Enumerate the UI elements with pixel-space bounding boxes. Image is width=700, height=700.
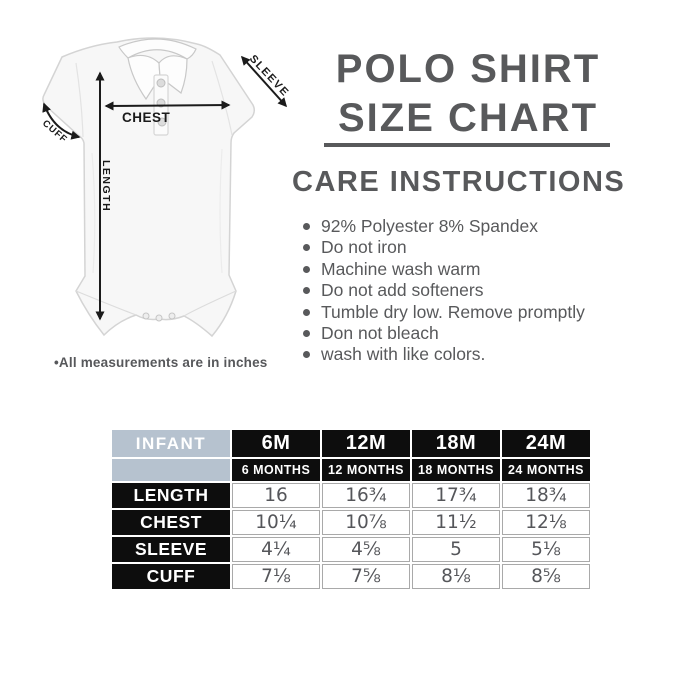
value-cell: 12⅛ xyxy=(502,510,590,535)
size-code-cell: 24M xyxy=(502,430,590,457)
cuff-arrow xyxy=(42,102,81,140)
value-cell: 7⅝ xyxy=(322,564,410,589)
care-item: Tumble dry low. Remove promptly xyxy=(302,302,585,323)
row-label-cell: CUFF xyxy=(112,564,230,589)
bodysuit-shape xyxy=(42,37,256,338)
bullet-icon xyxy=(303,244,310,252)
group-header-cell: INFANT xyxy=(112,430,230,457)
value-cell: 18¾ xyxy=(502,483,590,508)
value-cell: 5⅛ xyxy=(502,537,590,562)
chest-measure-label: CHEST xyxy=(122,110,171,125)
row-label-cell: SLEEVE xyxy=(112,537,230,562)
care-item-text: wash with like colors. xyxy=(321,344,486,365)
title-underline xyxy=(324,143,610,147)
value-cell: 4¼ xyxy=(232,537,320,562)
snap-button xyxy=(155,314,163,322)
size-code-cell: 12M xyxy=(322,430,410,457)
care-item: Machine wash warm xyxy=(302,259,585,280)
page-title-line2: SIZE CHART xyxy=(338,96,598,140)
measurement-arrows xyxy=(42,55,288,321)
size-code-cell: 18M xyxy=(412,430,500,457)
table-row-sleeve: SLEEVE 4¼ 4⅝ 5 5⅛ xyxy=(112,537,590,562)
table-row-size-months: 6 MONTHS 12 MONTHS 18 MONTHS 24 MONTHS xyxy=(112,459,590,481)
value-cell: 10¼ xyxy=(232,510,320,535)
placket-button xyxy=(157,117,167,127)
table-row-length: LENGTH 16 16¾ 17¾ 18¾ xyxy=(112,483,590,508)
value-cell: 11½ xyxy=(412,510,500,535)
care-item-text: Do not add softeners xyxy=(321,280,484,301)
table-row-chest: CHEST 10¼ 10⅞ 11½ 12⅛ xyxy=(112,510,590,535)
bullet-icon xyxy=(303,351,310,359)
table-row-cuff: CUFF 7⅛ 7⅝ 8⅛ 8⅝ xyxy=(112,564,590,589)
value-cell: 4⅝ xyxy=(322,537,410,562)
chest-arrow xyxy=(104,100,231,111)
care-item: 92% Polyester 8% Spandex xyxy=(302,216,585,237)
care-instructions-list: 92% Polyester 8% Spandex Do not iron Mac… xyxy=(302,216,585,366)
bullet-icon xyxy=(303,330,310,338)
care-item-text: Do not iron xyxy=(321,237,407,258)
bullet-icon xyxy=(303,287,310,295)
care-item-text: Don not bleach xyxy=(321,323,439,344)
row-label-cell: CHEST xyxy=(112,510,230,535)
group-header-spacer xyxy=(112,459,230,481)
care-item-text: Tumble dry low. Remove promptly xyxy=(321,301,585,322)
value-cell: 8⅛ xyxy=(412,564,500,589)
size-months-cell: 18 MONTHS xyxy=(412,459,500,481)
size-table: INFANT 6M 12M 18M 24M 6 MONTHS 12 MONTHS… xyxy=(110,428,592,591)
value-cell: 16¾ xyxy=(322,483,410,508)
polo-bodysuit-illustration: CHEST LENGTH SLEEVE CUFF xyxy=(40,37,292,338)
care-instructions-heading: CARE INSTRUCTIONS xyxy=(292,166,626,198)
value-cell: 7⅛ xyxy=(232,564,320,589)
size-code-cell: 6M xyxy=(232,430,320,457)
length-measure-label: LENGTH xyxy=(100,160,112,212)
value-cell: 8⅝ xyxy=(502,564,590,589)
snap-button xyxy=(142,312,150,320)
value-cell: 16 xyxy=(232,483,320,508)
size-months-cell: 6 MONTHS xyxy=(232,459,320,481)
page-title: POLO SHIRT SIZE CHART xyxy=(323,45,613,143)
care-item-text: Machine wash warm xyxy=(321,258,481,279)
care-item: Don not bleach xyxy=(302,323,585,344)
care-item: wash with like colors. xyxy=(302,344,585,365)
placket-button xyxy=(156,78,166,88)
page-title-line1: POLO SHIRT xyxy=(335,47,601,91)
sleeve-arrow xyxy=(240,55,288,108)
value-cell: 17¾ xyxy=(412,483,500,508)
care-item-text: 92% Polyester 8% Spandex xyxy=(321,216,538,236)
size-months-cell: 24 MONTHS xyxy=(502,459,590,481)
bullet-icon xyxy=(303,308,310,316)
table-row-size-codes: INFANT 6M 12M 18M 24M xyxy=(112,430,590,457)
row-label-cell: LENGTH xyxy=(112,483,230,508)
value-cell: 10⅞ xyxy=(322,510,410,535)
bullet-icon xyxy=(303,223,310,230)
bullet-icon xyxy=(303,265,310,273)
care-item: Do not iron xyxy=(302,237,585,258)
snap-button xyxy=(168,312,176,320)
sleeve-measure-label: SLEEVE xyxy=(247,53,292,100)
care-item: Do not add softeners xyxy=(302,280,585,301)
size-months-cell: 12 MONTHS xyxy=(322,459,410,481)
measurements-note: •All measurements are in inches xyxy=(54,355,268,370)
value-cell: 5 xyxy=(412,537,500,562)
